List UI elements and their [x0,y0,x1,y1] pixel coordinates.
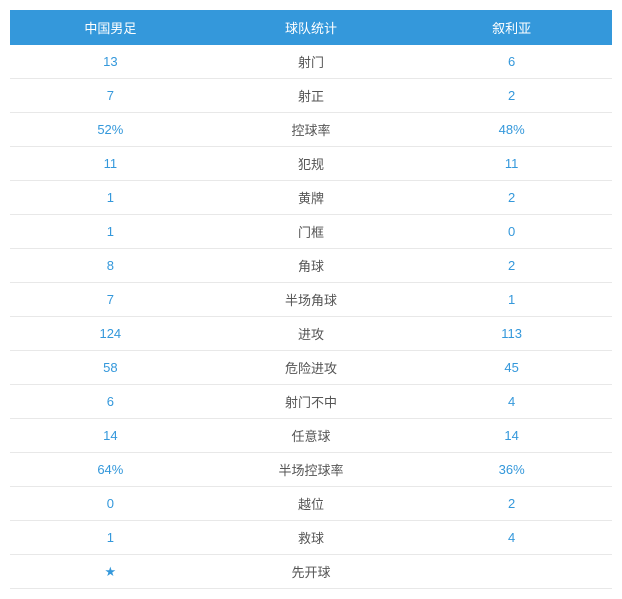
stat-label: 半场控球率 [211,453,412,487]
table-body: 13射门67射正252%控球率48%11犯规111黄牌21门框08角球27半场角… [10,45,612,589]
table-row: 7半场角球1 [10,283,612,317]
team-stats-table: 中国男足 球队统计 叙利亚 13射门67射正252%控球率48%11犯规111黄… [10,10,612,589]
table-row: 1救球4 [10,521,612,555]
stat-value-right: 2 [411,79,612,113]
stat-value-right: 4 [411,521,612,555]
stat-label: 射门 [211,45,412,79]
stat-value-left: 6 [10,385,211,419]
table-row: 52%控球率48% [10,113,612,147]
header-stat-label: 球队统计 [211,10,412,45]
table-header: 中国男足 球队统计 叙利亚 [10,10,612,45]
table-row: 0越位2 [10,487,612,521]
stat-value-right: 2 [411,249,612,283]
stat-value-left: 14 [10,419,211,453]
stat-value-left: 7 [10,79,211,113]
stat-value-left: 64% [10,453,211,487]
table-row: 8角球2 [10,249,612,283]
stat-label: 射门不中 [211,385,412,419]
table-row: 1黄牌2 [10,181,612,215]
stat-value-left: 1 [10,215,211,249]
stat-value-right: 4 [411,385,612,419]
header-team-left: 中国男足 [10,10,211,45]
stat-value-right: 2 [411,181,612,215]
stat-value-left: 11 [10,147,211,181]
table-row: 14任意球14 [10,419,612,453]
stat-label: 射正 [211,79,412,113]
stat-label: 救球 [211,521,412,555]
stat-label: 黄牌 [211,181,412,215]
stat-value-right: 113 [411,317,612,351]
stat-value-left: 58 [10,351,211,385]
stat-label: 危险进攻 [211,351,412,385]
stat-value-right: 11 [411,147,612,181]
stat-value-left: 13 [10,45,211,79]
stat-label: 控球率 [211,113,412,147]
stat-value-left: 7 [10,283,211,317]
table-row: 124进攻113 [10,317,612,351]
stat-label: 犯规 [211,147,412,181]
stat-label: 角球 [211,249,412,283]
stat-value-left: 0 [10,487,211,521]
stat-value-right: 0 [411,215,612,249]
table-row: 11犯规11 [10,147,612,181]
stat-value-right [411,555,612,589]
table-row: ★先开球 [10,555,612,589]
header-team-right: 叙利亚 [411,10,612,45]
stat-value-left: 1 [10,521,211,555]
stat-label: 进攻 [211,317,412,351]
stat-label: 越位 [211,487,412,521]
stat-value-right: 1 [411,283,612,317]
stat-label: 先开球 [211,555,412,589]
stat-value-right: 2 [411,487,612,521]
stat-value-right: 36% [411,453,612,487]
table-row: 1门框0 [10,215,612,249]
table-row: 6射门不中4 [10,385,612,419]
stat-value-left: 124 [10,317,211,351]
table-row: 58危险进攻45 [10,351,612,385]
stat-value-left: 1 [10,181,211,215]
stat-value-right: 45 [411,351,612,385]
table-row: 13射门6 [10,45,612,79]
stat-value-right: 14 [411,419,612,453]
stat-value-right: 48% [411,113,612,147]
stat-label: 门框 [211,215,412,249]
stat-value-left: 52% [10,113,211,147]
stat-label: 半场角球 [211,283,412,317]
stat-value-left: ★ [10,555,211,589]
stat-value-right: 6 [411,45,612,79]
stat-label: 任意球 [211,419,412,453]
table-row: 7射正2 [10,79,612,113]
stat-value-left: 8 [10,249,211,283]
table-row: 64%半场控球率36% [10,453,612,487]
